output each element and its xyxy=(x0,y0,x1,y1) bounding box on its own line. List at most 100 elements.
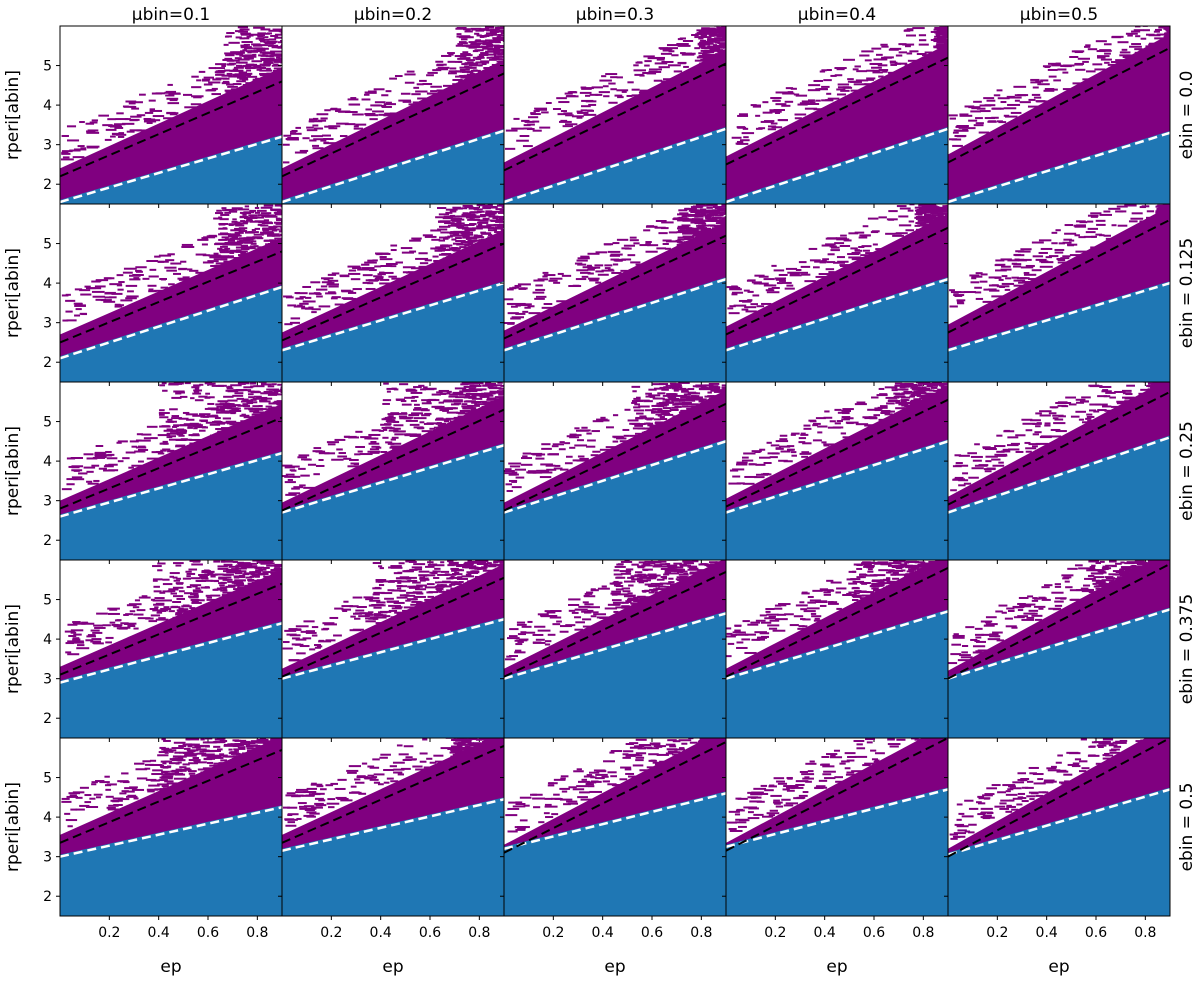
scatter-cell xyxy=(404,81,415,84)
plume-cell xyxy=(442,433,449,436)
plume-cell xyxy=(219,400,228,403)
plume-cell xyxy=(266,67,271,70)
plume-cell xyxy=(483,204,492,207)
plume-cell xyxy=(697,225,705,228)
scatter-cell xyxy=(867,78,874,81)
scatter-cell xyxy=(382,252,391,255)
plume-cell xyxy=(714,214,724,217)
plume-cell xyxy=(1171,47,1177,49)
scatter-cell xyxy=(1064,232,1077,235)
plume-cell xyxy=(946,38,948,41)
scatter-cell xyxy=(881,45,889,48)
scatter-cell xyxy=(763,120,775,123)
plume-cell xyxy=(478,53,489,56)
scatter-cell xyxy=(250,242,257,245)
scatter-cell xyxy=(1095,219,1106,222)
scatter-cell xyxy=(506,490,513,493)
plume-cell xyxy=(499,29,504,32)
plume-cell xyxy=(733,39,741,41)
scatter-cell xyxy=(875,53,883,56)
plume-cell xyxy=(1178,217,1190,219)
scatter-cell xyxy=(195,271,206,274)
scatter-cell xyxy=(93,479,100,482)
scatter-cell xyxy=(883,56,894,59)
scatter-cell xyxy=(621,258,632,261)
scatter-cell xyxy=(450,71,457,74)
scatter-cell xyxy=(118,132,125,135)
plume-cell xyxy=(721,208,726,211)
plume-cell xyxy=(168,463,179,466)
scatter-cell xyxy=(126,295,139,298)
scatter-cell xyxy=(296,292,308,295)
scatter-cell xyxy=(676,43,689,46)
plume-cell xyxy=(950,57,958,59)
plume-cell xyxy=(243,386,253,389)
scatter-cell xyxy=(186,268,193,271)
scatter-cell xyxy=(580,109,587,112)
plume-cell xyxy=(240,50,245,53)
plume-cell xyxy=(504,42,511,44)
plume-cell xyxy=(1180,32,1189,34)
scatter-cell xyxy=(149,108,156,111)
scatter-cell xyxy=(294,151,307,154)
plume-cell xyxy=(495,26,500,29)
plume-cell xyxy=(1179,216,1183,218)
plume-cell xyxy=(730,59,737,61)
scatter-cell xyxy=(369,448,380,451)
plume-cell xyxy=(384,459,389,462)
plume-cell xyxy=(952,227,958,229)
scatter-cell xyxy=(1013,279,1026,282)
scatter-cell xyxy=(284,481,296,484)
plume-cell xyxy=(694,211,701,214)
plume-cell xyxy=(280,228,282,231)
scatter-cell xyxy=(526,123,535,126)
scatter-cell xyxy=(809,101,816,104)
plume-cell xyxy=(462,85,469,88)
scatter-cell xyxy=(1067,244,1074,247)
unstable-region xyxy=(726,213,948,357)
plume-cell xyxy=(503,52,504,55)
plume-cell xyxy=(954,210,960,212)
plume-cell xyxy=(250,391,261,394)
unstable-plume xyxy=(158,382,282,467)
plume-cell xyxy=(458,75,469,78)
plume-cell xyxy=(474,49,480,52)
scatter-cell xyxy=(951,138,962,141)
scatter-cell xyxy=(612,435,624,438)
plume-cell xyxy=(955,35,965,37)
plume-cell xyxy=(278,71,282,74)
panel-r0-c2 xyxy=(500,25,741,208)
plume-cell xyxy=(957,48,966,50)
plume-cell xyxy=(1178,41,1184,43)
plume-cell xyxy=(1175,28,1185,30)
scatter-cell xyxy=(246,218,253,221)
plume-cell xyxy=(473,236,485,239)
plume-cell xyxy=(472,73,484,76)
unstable-region xyxy=(60,67,282,204)
scatter-cell xyxy=(122,122,135,125)
scatter-cell xyxy=(633,69,647,72)
scatter-cell xyxy=(79,312,87,315)
scatter-cell xyxy=(1057,68,1067,71)
plume-cell xyxy=(703,51,715,54)
scatter-cell xyxy=(125,100,137,103)
scatter-cell xyxy=(233,66,244,69)
scatter-cell xyxy=(71,466,80,469)
scatter-cell xyxy=(959,113,969,116)
plume-cell xyxy=(503,29,504,32)
plume-cell xyxy=(456,87,467,90)
plume-cell xyxy=(503,72,504,75)
scatter-cell xyxy=(1048,75,1057,78)
plume-cell xyxy=(270,209,279,212)
scatter-cell xyxy=(243,55,257,58)
plume-cell xyxy=(162,389,168,392)
plume-cell xyxy=(231,220,238,223)
plume-cell xyxy=(1174,32,1183,34)
scatter-cell xyxy=(577,455,585,458)
plume-cell xyxy=(469,256,480,259)
plume-cell xyxy=(241,248,250,251)
plume-cell xyxy=(508,57,512,59)
scatter-cell xyxy=(1129,45,1142,48)
plume-cell xyxy=(216,209,222,212)
scatter-cell xyxy=(323,138,334,141)
